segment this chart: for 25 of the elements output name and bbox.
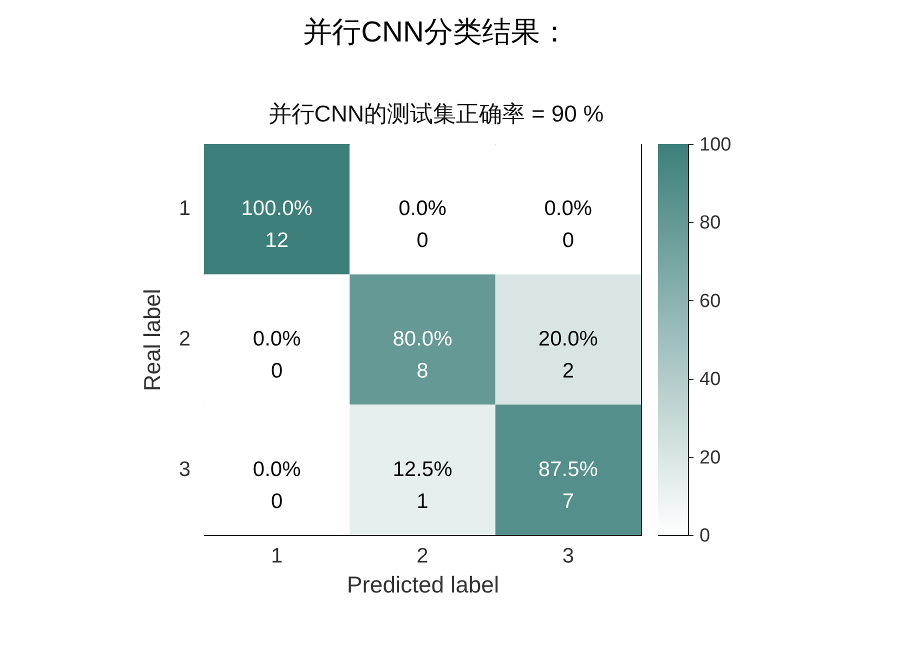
color-bar-label: 20 <box>700 447 721 468</box>
data-label: 0.0% 0 <box>252 328 301 382</box>
x-tick-label: 1 <box>270 544 283 568</box>
data-label: 12.5% 1 <box>392 458 452 513</box>
data-label: 100.0% 12 <box>241 197 312 252</box>
data-label: 0.0% 0 <box>398 197 446 252</box>
color-bar-label: 100 <box>700 134 732 156</box>
data-label: 87.5% 7 <box>538 458 598 513</box>
color-bar-label: 0 <box>700 526 710 546</box>
color-bar-label: 60 <box>700 290 721 312</box>
x-tick-label: 3 <box>562 544 574 568</box>
x-tick-label: 2 <box>416 544 428 568</box>
chart-title: 并行CNN分类结果： <box>303 16 569 48</box>
y-tick-label: 2 <box>178 328 190 350</box>
x-axis-title: Predicted label <box>346 572 500 598</box>
data-label: 0.0% 0 <box>252 458 301 513</box>
y-tick-label: 3 <box>178 458 190 481</box>
chart-subtitle: 并行CNN的测试集正确率 = 90 % <box>268 100 604 126</box>
data-label: 80.0% 8 <box>392 328 452 382</box>
data-label: 0.0% 0 <box>544 197 592 252</box>
data-label: 20.0% 2 <box>538 328 598 382</box>
color-bar-label: 80 <box>700 212 721 234</box>
y-tick-label: 1 <box>178 197 190 220</box>
color-bar-label: 40 <box>700 369 721 390</box>
y-axis-title: Real label <box>138 288 165 392</box>
